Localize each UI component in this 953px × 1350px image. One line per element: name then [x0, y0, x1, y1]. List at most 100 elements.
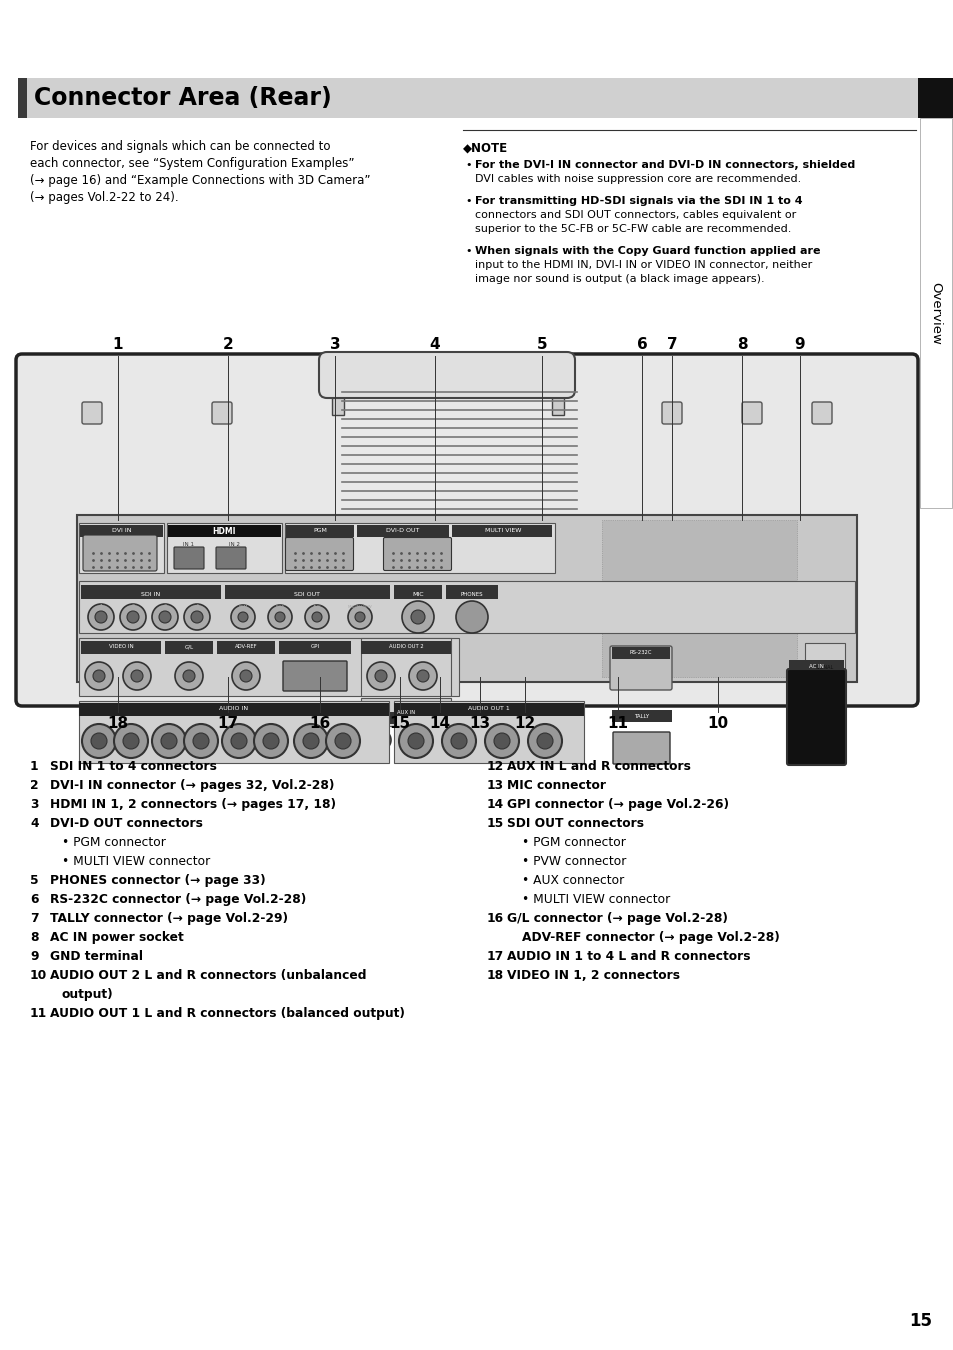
Bar	[216, 641, 274, 653]
Bar	[394, 701, 583, 763]
Text: 9: 9	[794, 338, 804, 352]
Bar	[612, 710, 671, 722]
Circle shape	[253, 724, 288, 757]
Text: HDMI: HDMI	[213, 526, 236, 536]
Text: 14: 14	[486, 798, 503, 811]
Text: 6: 6	[30, 892, 38, 906]
Text: 3: 3	[330, 338, 340, 352]
Bar	[18, 78, 917, 117]
Text: TALLY connector (→ page Vol.2-29): TALLY connector (→ page Vol.2-29)	[50, 913, 288, 925]
Circle shape	[303, 733, 318, 749]
Text: 1: 1	[30, 760, 38, 774]
Text: 6: 6	[636, 338, 647, 352]
Text: 13: 13	[469, 716, 490, 730]
Text: AUX IN: AUX IN	[396, 710, 415, 714]
Bar	[285, 522, 555, 572]
Text: 18: 18	[486, 969, 503, 981]
FancyBboxPatch shape	[786, 670, 845, 765]
Bar	[286, 525, 354, 537]
FancyBboxPatch shape	[215, 547, 246, 568]
Text: 7: 7	[666, 338, 677, 352]
FancyBboxPatch shape	[83, 535, 157, 571]
Circle shape	[191, 612, 203, 622]
Bar	[360, 641, 451, 653]
Text: superior to the 5C-FB or 5C-FW cable are recommended.: superior to the 5C-FB or 5C-FW cable are…	[475, 224, 791, 234]
Text: output): output)	[62, 988, 113, 1000]
Bar	[80, 525, 163, 537]
Text: 3: 3	[163, 605, 167, 609]
Text: PGM: PGM	[313, 528, 327, 533]
Circle shape	[484, 724, 518, 757]
Text: 4: 4	[195, 605, 198, 609]
Circle shape	[184, 724, 218, 757]
Text: 2: 2	[222, 338, 233, 352]
Text: • PGM connector: • PGM connector	[521, 836, 625, 849]
Bar	[360, 711, 451, 724]
FancyBboxPatch shape	[811, 402, 831, 424]
FancyBboxPatch shape	[318, 352, 575, 398]
Text: When signals with the Copy Guard function applied are: When signals with the Copy Guard functio…	[475, 246, 820, 256]
Text: DVI cables with noise suppression core are recommended.: DVI cables with noise suppression core a…	[475, 174, 801, 184]
Circle shape	[413, 730, 433, 751]
Text: 7: 7	[30, 913, 38, 925]
Circle shape	[127, 612, 139, 622]
Text: AUX IN L and R connectors: AUX IN L and R connectors	[506, 760, 690, 774]
Circle shape	[237, 612, 248, 622]
Text: MULTI VIEW: MULTI VIEW	[484, 528, 520, 533]
Bar	[278, 641, 351, 653]
Text: PVW: PVW	[275, 605, 284, 609]
Text: 17: 17	[486, 950, 504, 963]
Bar	[77, 514, 856, 682]
Text: For devices and signals which can be connected to: For devices and signals which can be con…	[30, 140, 330, 153]
FancyBboxPatch shape	[383, 537, 451, 571]
Text: • MULTI VIEW connector: • MULTI VIEW connector	[521, 892, 670, 906]
Bar	[79, 701, 389, 763]
FancyBboxPatch shape	[16, 354, 917, 706]
FancyBboxPatch shape	[613, 732, 669, 764]
Circle shape	[326, 724, 359, 757]
Bar	[79, 639, 458, 697]
Circle shape	[131, 670, 143, 682]
Circle shape	[456, 601, 488, 633]
Bar	[917, 78, 953, 117]
FancyBboxPatch shape	[609, 647, 671, 690]
Circle shape	[152, 603, 178, 630]
Text: RS-232C: RS-232C	[629, 651, 652, 656]
Circle shape	[441, 724, 476, 757]
Text: DVI IN: DVI IN	[112, 528, 132, 533]
Text: 13: 13	[486, 779, 503, 792]
Text: 2: 2	[30, 779, 38, 792]
Text: MULTI VIEW: MULTI VIEW	[348, 605, 372, 609]
Text: PHONES: PHONES	[460, 593, 483, 598]
Circle shape	[92, 670, 105, 682]
Text: ◆NOTE: ◆NOTE	[462, 142, 508, 155]
Bar	[919, 117, 951, 508]
Text: For transmitting HD-SDI signals via the SDI IN 1 to 4: For transmitting HD-SDI signals via the …	[475, 196, 801, 207]
Text: HDMI IN 1, 2 connectors (→ pages 17, 18): HDMI IN 1, 2 connectors (→ pages 17, 18)	[50, 798, 335, 811]
Circle shape	[294, 724, 328, 757]
FancyBboxPatch shape	[82, 402, 102, 424]
Circle shape	[527, 724, 561, 757]
Bar	[360, 639, 451, 697]
Text: MIC connector: MIC connector	[506, 779, 605, 792]
Text: 8: 8	[30, 931, 38, 944]
Bar	[394, 703, 583, 716]
Bar	[168, 525, 281, 537]
Text: SDI OUT: SDI OUT	[294, 593, 320, 598]
Text: SDI IN 1 to 4 connectors: SDI IN 1 to 4 connectors	[50, 760, 216, 774]
Text: IN 2: IN 2	[230, 543, 240, 548]
Bar	[81, 585, 221, 599]
Circle shape	[152, 724, 186, 757]
Circle shape	[123, 733, 139, 749]
Text: IN 1: IN 1	[183, 543, 194, 548]
Circle shape	[159, 612, 171, 622]
Bar	[601, 520, 796, 676]
Circle shape	[193, 733, 209, 749]
Circle shape	[376, 736, 385, 744]
Text: • PVW connector: • PVW connector	[521, 855, 626, 868]
Text: AUDIO IN 1 to 4 L and R connectors: AUDIO IN 1 to 4 L and R connectors	[506, 950, 750, 963]
Circle shape	[222, 724, 255, 757]
Circle shape	[268, 605, 292, 629]
Text: •: •	[464, 196, 471, 207]
Text: GPI: GPI	[310, 644, 319, 649]
